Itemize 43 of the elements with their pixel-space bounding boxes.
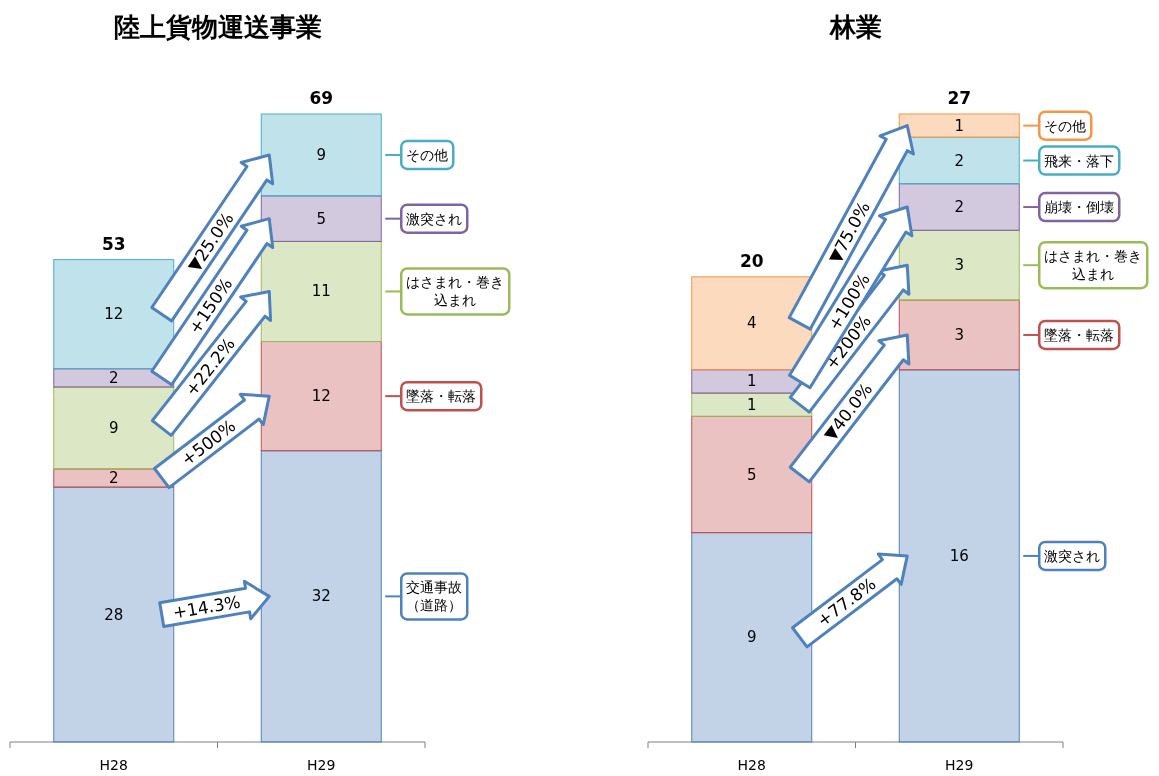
total-label: 27 [947,88,972,108]
chart-title: 陸上貨物運送事業 [113,12,322,42]
data-label: 3 [954,325,965,344]
annotation: +14.3% [171,591,242,623]
data-label: 12 [311,387,331,406]
legend-label: 激突され [406,210,463,227]
data-label: 2 [108,368,119,387]
total-label: 53 [101,233,126,254]
data-label: 2 [108,469,119,488]
data-label: 2 [954,198,965,217]
legend-label: 墜落・転落 [406,388,477,405]
legend-label: 交通事故（道路） [406,579,463,614]
legend-label: 崩壊・倒壊 [1044,199,1115,216]
data-label: 1 [954,116,965,135]
total-label: 69 [309,88,334,108]
data-label: 2 [954,151,965,170]
data-label: 9 [108,419,119,437]
x-tick-label: H29 [945,757,974,773]
legend-label: 墜落・転落 [1044,326,1115,343]
legend-label: その他 [406,146,449,163]
x-tick-label: H29 [307,757,336,773]
data-label: 11 [311,282,331,301]
total-label: 20 [739,250,764,271]
data-label: 1 [746,372,757,391]
data-label: 5 [316,209,327,228]
legend-label: その他 [1044,117,1087,134]
data-label: 5 [746,465,757,484]
data-label: 12 [104,305,124,324]
legend-label: はさまれ・巻き込まれ [406,274,505,309]
x-tick-label: H28 [737,757,766,773]
legend-label: はさまれ・巻き込まれ [1044,248,1143,283]
data-label: 9 [316,145,327,164]
data-label: 3 [954,256,965,275]
data-label: 1 [746,395,757,414]
legend-label: 飛来・落下 [1044,152,1115,169]
data-label: 9 [746,628,757,647]
chart-title: 林業 [828,12,882,42]
x-tick-label: H28 [99,757,128,773]
legend-label: 激突され [1044,547,1101,564]
data-label: 28 [104,605,124,624]
data-label: 4 [746,314,757,333]
data-label: 32 [311,587,331,606]
data-label: 16 [949,546,969,565]
